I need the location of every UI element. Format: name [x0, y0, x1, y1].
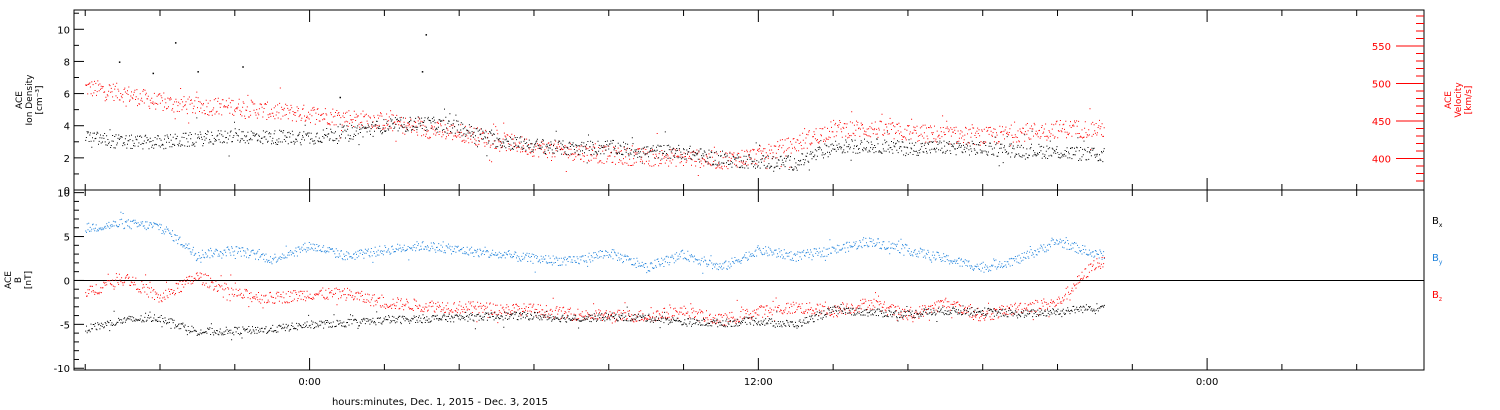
b-tick-label: 10: [57, 189, 70, 200]
b-axis-title: ACE B [nT]: [4, 271, 34, 289]
density-series-outlier: [242, 66, 244, 68]
velocity-tick-label: 400: [1372, 155, 1391, 166]
velocity-tick-label: 500: [1372, 80, 1391, 91]
b-tick-label: 5: [64, 233, 70, 244]
density-series-outlier: [152, 72, 155, 75]
density-tick-label: 10: [57, 25, 70, 36]
by-series-points: [85, 211, 1105, 274]
density-series-outlier: [197, 71, 199, 73]
density-series: [85, 34, 1105, 172]
b-tick-label: -10: [54, 364, 70, 375]
axes-layer: 0 2 4 6 8 10 400 450 500 550 -10 -5 0 5 10: [54, 10, 1424, 375]
bx-series: [85, 303, 1105, 341]
velocity-axis-title-line: Velocity: [1454, 82, 1464, 118]
density-series-outlier: [339, 96, 342, 99]
density-axis-title-line: ACE: [15, 91, 25, 109]
density-tick-label: 4: [64, 122, 70, 133]
x-tick-label: 0:00: [1196, 377, 1218, 388]
plot-frame: [73, 9, 1425, 371]
density-axis-title-line: Ion Density: [25, 74, 35, 126]
density-series-points: [85, 108, 1105, 172]
legend-bx: Bx: [1432, 216, 1443, 229]
b-tick-label: -5: [60, 320, 70, 331]
density-axis-title: ACE Ion Density [cm⁻³]: [15, 74, 45, 126]
panel-plasma-frame: [73, 9, 1425, 191]
legend-by: By: [1432, 253, 1443, 266]
density-tick-label: 2: [64, 154, 70, 165]
velocity-axis-title: ACE Velocity [km/s]: [1444, 82, 1474, 118]
velocity-series: [85, 80, 1105, 176]
bz-series: [85, 257, 1105, 326]
x-tick-label: 12:00: [744, 377, 773, 388]
velocity-series-points: [85, 80, 1105, 176]
density-tick-label: 6: [64, 90, 70, 101]
b-tick-label: 0: [64, 276, 70, 287]
x-axis-title: hours:minutes, Dec. 1, 2015 - Dec. 3, 20…: [332, 397, 548, 408]
legend-sub: x: [1439, 222, 1443, 229]
density-tick-label: 0: [64, 186, 70, 197]
bx-series-points: [85, 303, 1105, 341]
density-series-outlier: [174, 42, 177, 44]
velocity-axis-title-line: [km/s]: [1464, 86, 1474, 115]
x-tick-label: 0:00: [298, 377, 320, 388]
b-axis-title-line: ACE: [4, 271, 14, 289]
density-tick-label: 8: [64, 57, 70, 68]
density-axis-title-line: [cm⁻³]: [35, 85, 45, 114]
velocity-axis-title-line: ACE: [1444, 91, 1454, 109]
legend-sub: y: [1439, 259, 1443, 266]
b-axis-title-line: B: [14, 277, 24, 283]
velocity-tick-label: 550: [1372, 42, 1391, 53]
density-series-outlier: [425, 34, 428, 36]
by-series: [85, 211, 1105, 274]
density-series-outlier: [118, 61, 121, 63]
legend-bz: Bz: [1432, 290, 1442, 303]
b-axis-title-line: [nT]: [24, 271, 34, 289]
data-layer: [85, 34, 1105, 341]
velocity-tick-label: 450: [1372, 117, 1391, 128]
bz-series-points: [85, 257, 1105, 326]
density-series-outlier: [421, 71, 424, 73]
legend-sub: z: [1439, 296, 1442, 303]
